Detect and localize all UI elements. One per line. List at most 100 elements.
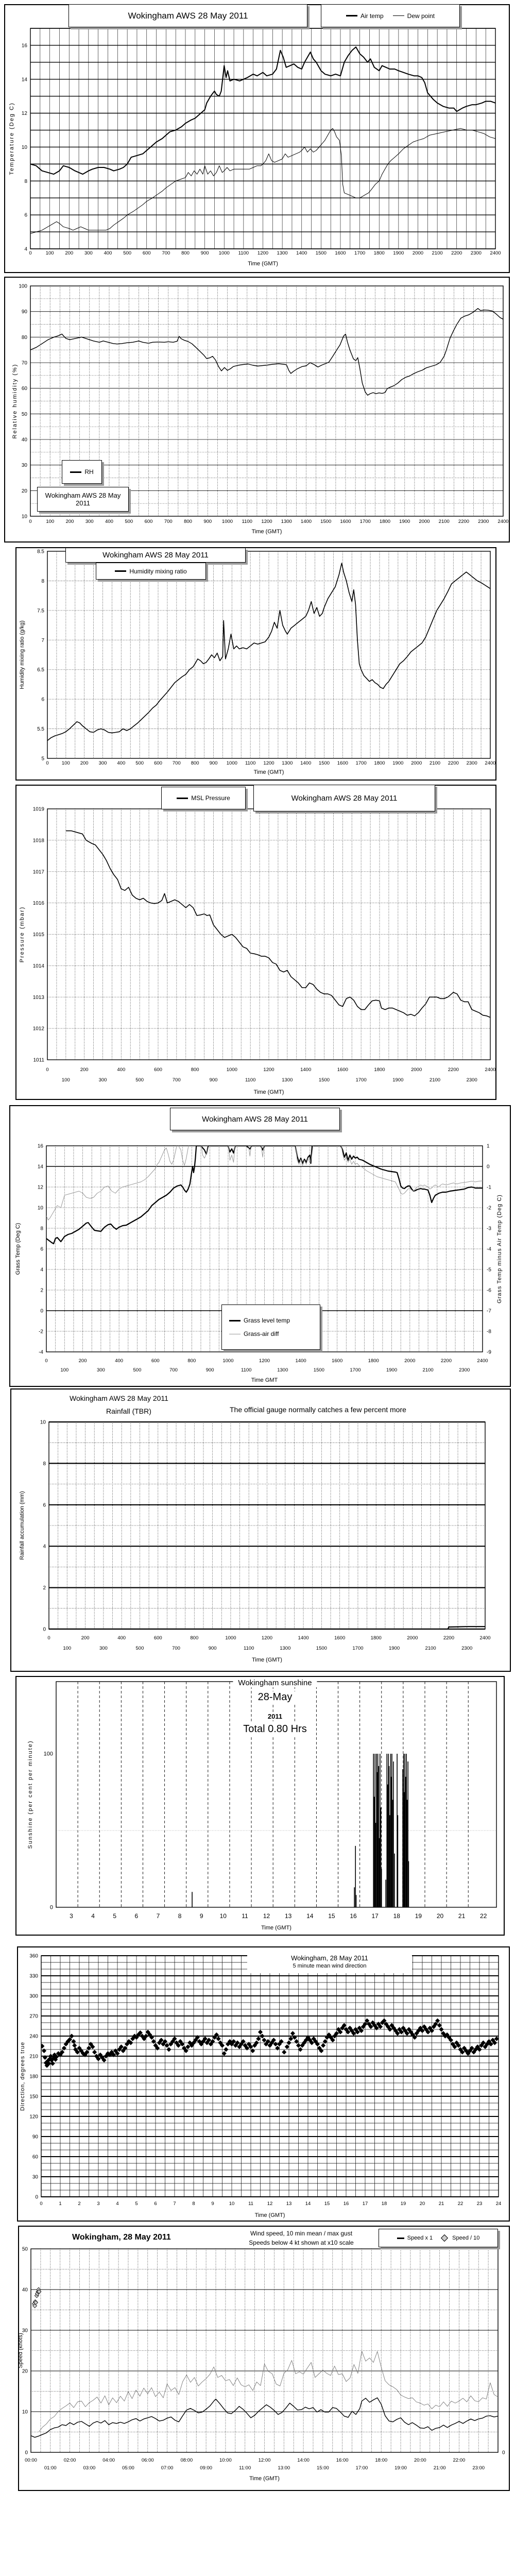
svg-text:2000: 2000 [404,1358,415,1364]
chart2-title-box: Wokingham AWS 28 May 2011 [37,487,129,512]
svg-text:2100: 2100 [439,519,450,524]
svg-text:700: 700 [169,1367,178,1373]
svg-text:2000: 2000 [411,760,422,766]
svg-text:1400: 1400 [300,760,311,766]
svg-text:2300: 2300 [461,1646,472,1651]
svg-text:1600: 1600 [340,519,351,524]
svg-text:100: 100 [46,250,54,256]
svg-text:1400: 1400 [301,519,312,524]
svg-text:500: 500 [136,1646,144,1651]
svg-text:1400: 1400 [296,250,307,256]
svg-text:90: 90 [32,2134,39,2140]
svg-text:70: 70 [22,361,28,366]
svg-text:Grass Temp minus Air Temp (Deg: Grass Temp minus Air Temp (Deg C) [496,1194,503,1303]
svg-text:500: 500 [133,1367,142,1373]
svg-text:-2: -2 [487,1206,491,1211]
svg-text:200: 200 [65,250,73,256]
svg-text:1300: 1300 [280,1646,290,1651]
svg-text:12: 12 [263,1912,270,1920]
svg-text:1000: 1000 [225,1635,236,1641]
svg-text:700: 700 [172,1646,180,1651]
svg-text:300: 300 [99,1646,108,1651]
svg-text:6: 6 [134,1912,138,1920]
svg-text:300: 300 [97,1367,105,1373]
svg-text:15: 15 [324,2201,330,2207]
chart6-title: Wokingham AWS 28 May 2011 [70,1394,168,1402]
svg-text:700: 700 [173,760,181,766]
svg-text:Time (GMT): Time (GMT) [248,261,278,267]
chart9-legend: Speed x 1 Speed / 10 [379,2229,498,2247]
svg-text:180: 180 [29,2074,38,2080]
svg-text:22: 22 [480,1912,487,1920]
svg-text:300: 300 [99,1077,107,1083]
svg-text:5: 5 [113,1912,116,1920]
svg-text:23: 23 [477,2201,483,2207]
legend-speed-x1: Speed x 1 [397,2235,433,2241]
svg-text:7: 7 [157,1912,160,1920]
chart8-title: Wokingham, 28 May 2011 [291,1954,368,1962]
svg-text:00:00: 00:00 [25,2458,37,2463]
svg-text:200: 200 [80,760,89,766]
svg-text:6: 6 [40,1247,43,1252]
svg-text:Speed (knots): Speed (knots) [18,2333,24,2368]
chart1-legend: Air temp Dew point [321,4,460,27]
svg-text:Time (GMT): Time (GMT) [252,1657,282,1663]
svg-text:19: 19 [415,1912,422,1920]
svg-text:04:00: 04:00 [102,2458,115,2463]
svg-text:400: 400 [105,519,113,524]
svg-text:300: 300 [85,519,94,524]
svg-text:200: 200 [79,1358,87,1364]
svg-text:0: 0 [46,760,48,766]
svg-text:09:00: 09:00 [200,2465,212,2471]
svg-text:1500: 1500 [319,1077,330,1083]
svg-text:1300: 1300 [277,1367,288,1373]
svg-text:21: 21 [458,1912,466,1920]
svg-text:10: 10 [220,1912,227,1920]
svg-text:2400: 2400 [497,519,508,524]
svg-text:2000: 2000 [419,519,430,524]
svg-text:8: 8 [24,179,27,184]
speed-div10-diamond-swatch [441,2234,449,2242]
svg-text:2200: 2200 [443,1635,454,1641]
svg-text:5: 5 [135,2201,138,2207]
svg-text:20: 20 [420,2201,425,2207]
svg-text:9: 9 [211,2201,214,2207]
svg-text:0: 0 [29,250,31,256]
svg-text:400: 400 [115,1358,123,1364]
svg-text:1000: 1000 [222,519,233,524]
chart3-legend: Humidity mixing ratio [96,563,206,580]
svg-text:11: 11 [248,2201,253,2207]
svg-text:14: 14 [305,2201,311,2207]
svg-text:1: 1 [487,1144,490,1149]
dew-point-line-swatch [392,15,404,16]
svg-text:14: 14 [22,77,28,82]
svg-text:16: 16 [38,1144,44,1149]
svg-text:Pressure (mbar): Pressure (mbar) [19,906,25,962]
svg-text:7: 7 [41,638,44,643]
svg-text:22:00: 22:00 [453,2458,466,2463]
svg-text:1200: 1200 [263,760,274,766]
svg-text:60: 60 [32,2155,39,2160]
svg-text:Humidity mixing ratio (g/kg): Humidity mixing ratio (g/kg) [19,620,25,689]
svg-text:200: 200 [81,1635,90,1641]
svg-text:100: 100 [62,1077,70,1083]
legend-grass-level-temp: Grass level temp [229,1317,290,1324]
svg-text:0: 0 [45,1358,47,1364]
svg-text:2100: 2100 [423,1367,434,1373]
svg-text:19:00: 19:00 [394,2465,407,2471]
svg-text:700: 700 [173,1077,181,1083]
svg-text:05:00: 05:00 [122,2465,134,2471]
chart7-title: Wokingham sunshine [233,1679,317,1687]
svg-text:1700: 1700 [360,519,371,524]
svg-text:24: 24 [496,2201,502,2207]
chart5-title-box: Wokingham AWS 28 May 2011 [170,1108,340,1130]
svg-text:1100: 1100 [245,760,255,766]
svg-text:8: 8 [192,2201,195,2207]
svg-text:2400: 2400 [485,1067,495,1073]
svg-text:2100: 2100 [430,760,440,766]
svg-text:90: 90 [22,309,28,315]
legend-dew-point: Dew point [392,12,435,20]
svg-text:1200: 1200 [261,519,272,524]
svg-text:1900: 1900 [399,519,410,524]
svg-text:Sunshine (per cent per minute): Sunshine (per cent per minute) [27,1740,33,1849]
